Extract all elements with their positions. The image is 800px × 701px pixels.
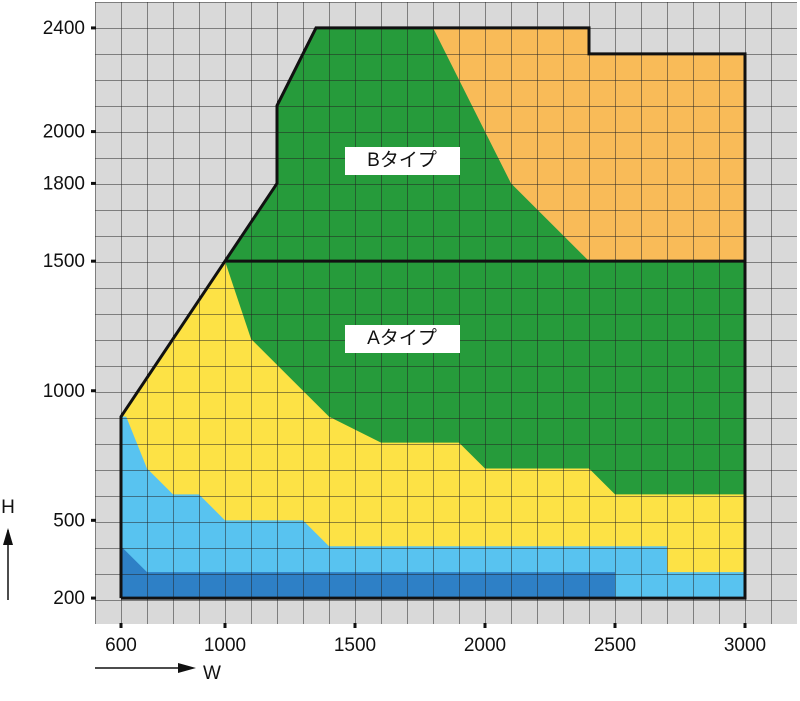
annotation: Aタイプ: [367, 327, 437, 349]
y-tick-label: 1800: [43, 173, 85, 194]
outline: [119, 26, 747, 600]
annotation-box: [345, 147, 460, 175]
y-tick-label: 1500: [43, 251, 85, 272]
x-tick-label: 600: [105, 635, 137, 656]
y-tick-label: 500: [53, 510, 85, 531]
y-tick-label: 1000: [43, 381, 85, 402]
annotation-box: [345, 325, 460, 353]
x-tick-label: 3000: [724, 635, 766, 656]
x-tick-label: 1000: [204, 635, 246, 656]
y-tick-label: 2400: [43, 18, 85, 39]
y-arrowhead: [3, 528, 13, 545]
axes: 200 500 1000 1500 1800 2000 2400 600 1000 1500 200…: [43, 18, 766, 656]
grid: [95, 2, 797, 624]
y-tick-label: 200: [53, 588, 85, 609]
x-axis-label: W: [203, 663, 221, 684]
outline-group: [119, 26, 747, 600]
x-tick-label: 2000: [464, 635, 506, 656]
x-tick-label: 2500: [594, 635, 636, 656]
x-tick-label: 1500: [334, 635, 376, 656]
y-tick-label: 2000: [43, 122, 85, 143]
y-axis-label: H: [1, 497, 15, 518]
annotation: Bタイプ: [367, 149, 437, 171]
x-arrowhead: [178, 663, 196, 673]
